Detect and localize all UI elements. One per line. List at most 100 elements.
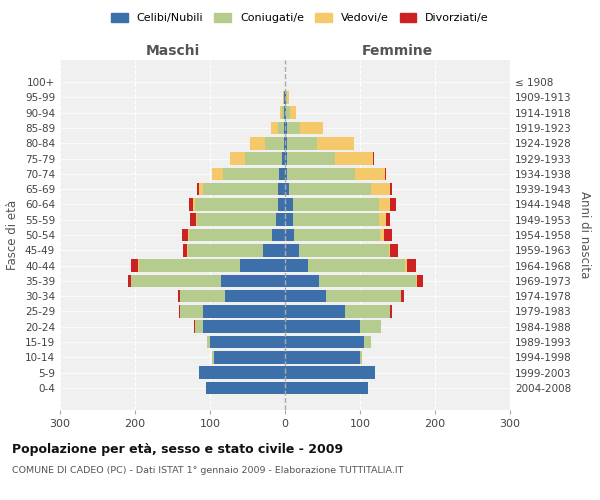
- Bar: [285, 137, 287, 149]
- Bar: [407, 260, 415, 272]
- Bar: [390, 305, 392, 318]
- Bar: [360, 320, 381, 333]
- Bar: [138, 260, 139, 272]
- Bar: [285, 152, 287, 165]
- Bar: [379, 198, 390, 210]
- Bar: [180, 290, 225, 302]
- Bar: [355, 168, 385, 180]
- Bar: [280, 106, 282, 119]
- Bar: [203, 183, 277, 196]
- Bar: [405, 260, 407, 272]
- Bar: [212, 351, 214, 364]
- Bar: [308, 260, 405, 272]
- Bar: [287, 122, 300, 134]
- Bar: [386, 214, 390, 226]
- Bar: [214, 351, 285, 364]
- Bar: [285, 214, 293, 226]
- Bar: [371, 183, 390, 196]
- Bar: [285, 351, 360, 364]
- Bar: [196, 214, 197, 226]
- Bar: [250, 137, 265, 149]
- Bar: [221, 274, 285, 287]
- Bar: [179, 305, 180, 318]
- Bar: [203, 305, 285, 318]
- Bar: [206, 382, 285, 394]
- Bar: [416, 274, 417, 287]
- Bar: [199, 183, 203, 196]
- Bar: [326, 290, 401, 302]
- Bar: [345, 305, 390, 318]
- Bar: [225, 290, 285, 302]
- Bar: [319, 274, 416, 287]
- Bar: [139, 260, 240, 272]
- Text: Popolazione per età, sesso e stato civile - 2009: Popolazione per età, sesso e stato civil…: [12, 442, 343, 456]
- Bar: [278, 122, 284, 134]
- Bar: [193, 198, 195, 210]
- Bar: [285, 336, 364, 348]
- Bar: [210, 336, 285, 348]
- Y-axis label: Anni di nascita: Anni di nascita: [578, 192, 591, 278]
- Bar: [285, 382, 367, 394]
- Bar: [190, 214, 196, 226]
- Bar: [178, 290, 180, 302]
- Bar: [285, 274, 319, 287]
- Bar: [286, 91, 287, 104]
- Bar: [380, 228, 384, 241]
- Bar: [189, 198, 193, 210]
- Bar: [189, 228, 271, 241]
- Bar: [195, 320, 203, 333]
- Bar: [290, 106, 296, 119]
- Bar: [287, 152, 335, 165]
- Bar: [401, 290, 404, 302]
- Bar: [285, 228, 294, 241]
- Bar: [284, 122, 285, 134]
- Bar: [379, 214, 386, 226]
- Bar: [287, 91, 289, 104]
- Bar: [182, 228, 187, 241]
- Bar: [390, 244, 398, 256]
- Bar: [284, 137, 285, 149]
- Bar: [187, 228, 189, 241]
- Bar: [417, 274, 423, 287]
- Bar: [293, 198, 379, 210]
- Y-axis label: Fasce di età: Fasce di età: [7, 200, 19, 270]
- Bar: [285, 260, 308, 272]
- Bar: [229, 152, 245, 165]
- Bar: [284, 106, 285, 119]
- Bar: [276, 214, 285, 226]
- Text: COMUNE DI CADEO (PC) - Dati ISTAT 1° gennaio 2009 - Elaborazione TUTTITALIA.IT: COMUNE DI CADEO (PC) - Dati ISTAT 1° gen…: [12, 466, 403, 475]
- Bar: [245, 152, 282, 165]
- Bar: [195, 198, 277, 210]
- Bar: [212, 168, 223, 180]
- Text: Maschi: Maschi: [145, 44, 200, 58]
- Bar: [335, 152, 373, 165]
- Bar: [285, 106, 286, 119]
- Bar: [285, 366, 375, 379]
- Bar: [390, 198, 396, 210]
- Bar: [279, 168, 285, 180]
- Bar: [187, 244, 263, 256]
- Bar: [265, 137, 284, 149]
- Bar: [285, 91, 286, 104]
- Bar: [277, 198, 285, 210]
- Bar: [390, 183, 392, 196]
- Bar: [299, 244, 389, 256]
- Bar: [194, 320, 195, 333]
- Bar: [282, 152, 285, 165]
- Bar: [389, 244, 390, 256]
- Text: Femmine: Femmine: [362, 44, 433, 58]
- Bar: [289, 183, 371, 196]
- Bar: [373, 152, 374, 165]
- Bar: [183, 244, 187, 256]
- Bar: [285, 320, 360, 333]
- Bar: [197, 214, 276, 226]
- Bar: [128, 274, 131, 287]
- Bar: [263, 244, 285, 256]
- Bar: [287, 168, 355, 180]
- Bar: [197, 183, 199, 196]
- Bar: [207, 336, 210, 348]
- Bar: [180, 305, 203, 318]
- Bar: [286, 106, 290, 119]
- Bar: [284, 91, 285, 104]
- Bar: [203, 320, 285, 333]
